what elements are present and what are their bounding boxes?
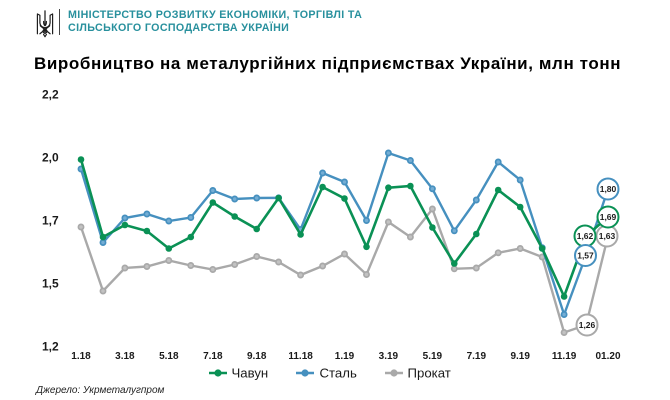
svg-text:11.19: 11.19 bbox=[552, 351, 577, 362]
svg-text:1,69: 1,69 bbox=[600, 212, 617, 222]
svg-text:5.19: 5.19 bbox=[423, 351, 443, 362]
svg-text:1.19: 1.19 bbox=[335, 351, 355, 362]
svg-text:2,2: 2,2 bbox=[42, 87, 59, 101]
svg-text:1,26: 1,26 bbox=[579, 320, 596, 330]
svg-text:Прокат: Прокат bbox=[408, 366, 451, 381]
svg-text:7.19: 7.19 bbox=[467, 351, 487, 362]
svg-text:1,2: 1,2 bbox=[42, 339, 59, 353]
svg-text:1,57: 1,57 bbox=[577, 251, 594, 261]
svg-text:1,62: 1,62 bbox=[577, 231, 594, 241]
svg-text:1.18: 1.18 bbox=[71, 351, 91, 362]
svg-text:3.19: 3.19 bbox=[379, 351, 399, 362]
svg-text:1,63: 1,63 bbox=[599, 231, 616, 241]
svg-text:1,7: 1,7 bbox=[42, 213, 59, 227]
svg-text:9.18: 9.18 bbox=[247, 351, 267, 362]
svg-text:11.18: 11.18 bbox=[288, 351, 313, 362]
svg-text:7.18: 7.18 bbox=[203, 351, 223, 362]
svg-text:Сталь: Сталь bbox=[320, 366, 357, 381]
svg-text:1,80: 1,80 bbox=[600, 184, 617, 194]
svg-text:2,0: 2,0 bbox=[42, 150, 59, 164]
svg-text:9.19: 9.19 bbox=[510, 351, 530, 362]
svg-text:3.18: 3.18 bbox=[115, 351, 135, 362]
svg-text:1,5: 1,5 bbox=[42, 276, 59, 290]
svg-text:Чавун: Чавун bbox=[232, 366, 269, 381]
svg-text:5.18: 5.18 bbox=[159, 351, 179, 362]
svg-text:01.20: 01.20 bbox=[595, 351, 620, 362]
